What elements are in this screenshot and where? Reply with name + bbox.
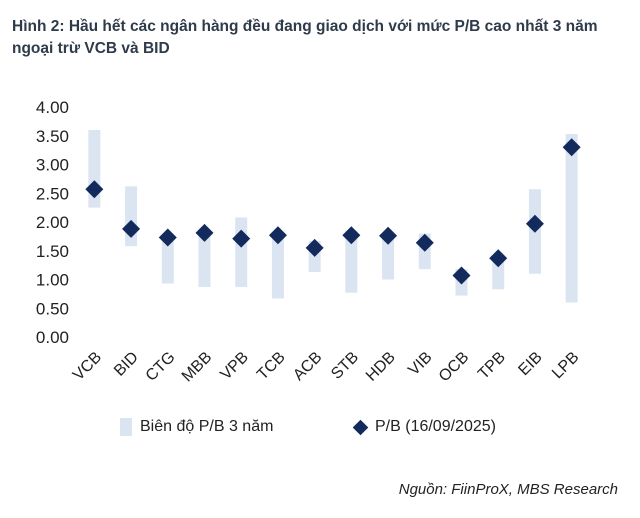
legend-swatch-pb [352,419,369,435]
x-tick-label-stb: STB [328,349,362,383]
range-bar-hdb [382,232,395,280]
pb-marker-lpb [562,138,581,157]
pb-marker-ctg [158,228,177,247]
y-tick-label: 4.00 [36,98,69,117]
pb-marker-mbb [195,223,214,242]
pb-marker-vib [415,233,434,252]
y-tick-label: 2.00 [36,213,69,232]
pb-chart: 0.00 0.50 1.00 1.50 2.00 2.50 3.00 3.50 4.00 VCB… [36,98,583,386]
range-bar-vpb [235,217,248,287]
legend-label-pb: P/B (16/09/2025) [375,418,496,435]
pb-marker-stb [342,226,361,245]
x-tick-label-eib: EIB [515,349,545,379]
x-tick-label-vpb: VPB [217,349,252,384]
pb-marker-tcb [268,226,287,245]
x-tick-label-bid: BID [111,349,142,380]
range-bar-tcb [271,233,284,299]
pb-marker-ocb [452,266,471,285]
x-tick-label-mbb: MBB [179,349,216,386]
y-tick-label: 0.50 [36,299,69,318]
pb-marker-bid [122,219,141,238]
x-tick-label-ctg: CTG [143,349,179,385]
legend-label-range: Biên độ P/B 3 năm [140,418,274,435]
legend: Biên độ P/B 3 năm P/B (16/09/2025) [0,418,640,440]
y-tick-label: 3.50 [36,127,69,146]
x-tick-label-acb: ACB [290,349,325,384]
range-bar-tpb [492,256,505,290]
legend-item-pb: P/B (16/09/2025) [352,418,496,436]
pb-marker-eib [525,214,544,233]
pb-marker-acb [305,238,324,257]
pb-marker-hdb [379,226,398,245]
y-tick-label: 0.00 [36,328,69,347]
pb-marker-tpb [489,249,508,268]
x-tick-label-lpb: LPB [549,349,582,382]
legend-item-range: Biên độ P/B 3 năm [120,418,273,436]
pb-marker-vpb [232,229,251,248]
source-note: Nguồn: FiinProX, MBS Research [398,481,618,498]
legend-swatch-range [120,418,132,436]
y-tick-label: 2.50 [36,184,69,203]
x-tick-label-vcb: VCB [70,349,105,384]
y-tick-label: 1.00 [36,271,69,290]
chart-title: Hình 2: Hầu hết các ngân hàng đều đang g… [12,18,598,57]
y-tick-label: 1.50 [36,242,69,261]
x-tick-label-ocb: OCB [436,349,473,386]
x-tick-label-hdb: HDB [363,349,399,385]
x-tick-label-vib: VIB [405,349,435,379]
range-bar-stb [345,230,358,293]
range-bar-ctg [161,234,174,284]
x-tick-label-tpb: TPB [475,349,509,383]
range-bar-mbb [198,231,211,287]
range-bar-lpb [565,134,578,303]
x-tick-label-tcb: TCB [254,349,289,384]
y-tick-label: 3.00 [36,156,69,175]
pb-marker-vcb [85,180,104,199]
